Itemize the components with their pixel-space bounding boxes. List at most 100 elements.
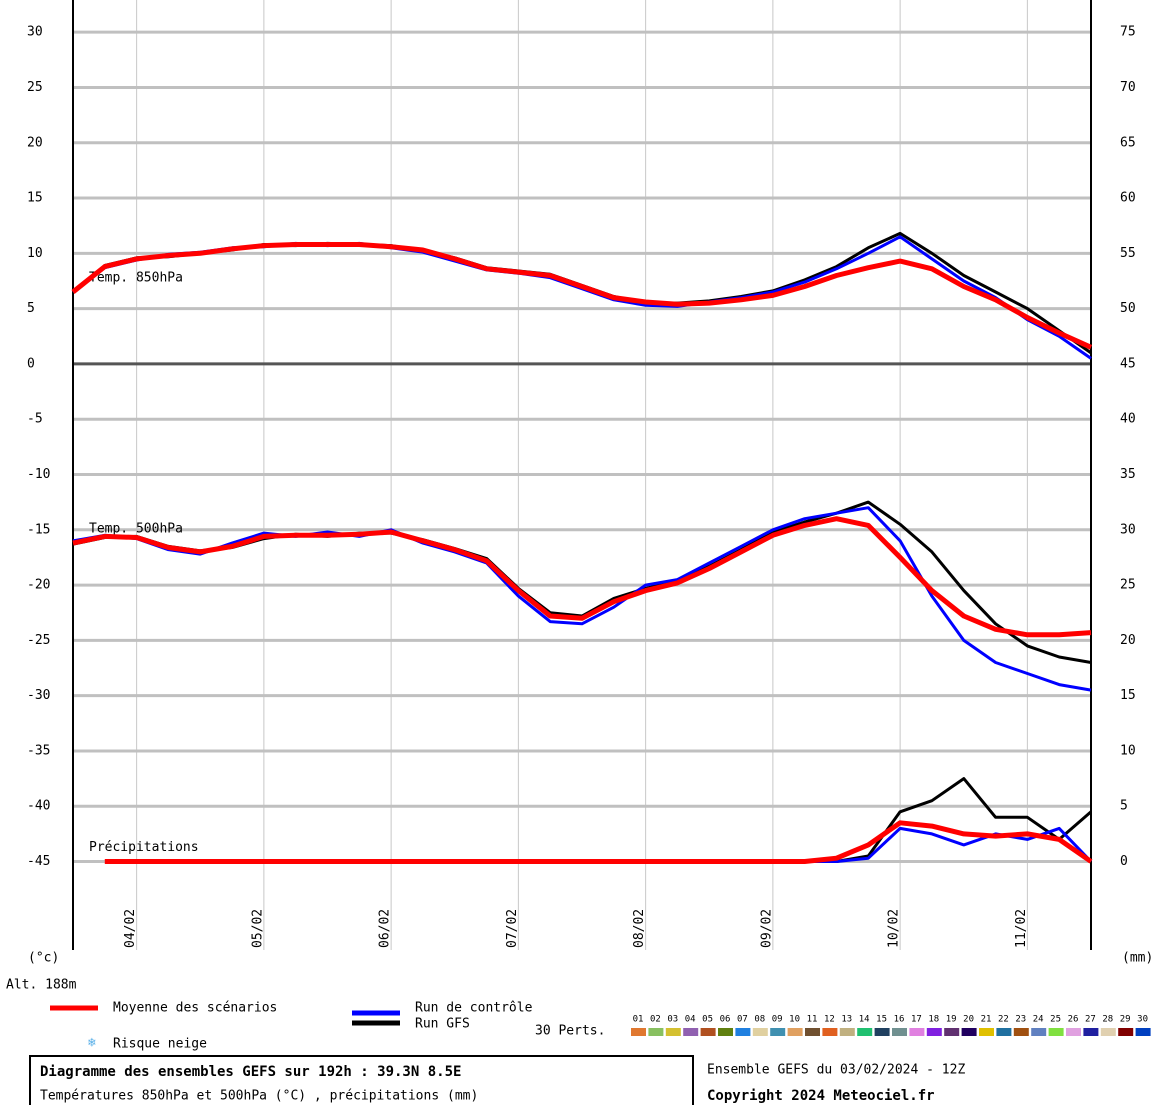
y-tick-label: 5	[27, 301, 35, 316]
series-line	[71, 242, 1093, 350]
pert-id: 13	[841, 1015, 852, 1025]
y-tick-label: -30	[27, 688, 50, 703]
legend-label: Run de contrôle	[415, 1001, 533, 1016]
x-tick-label: 07/02	[505, 909, 520, 948]
pert-id: 08	[754, 1015, 765, 1025]
y2-tick-label: 10	[1120, 743, 1136, 758]
pert-swatch	[1066, 1028, 1081, 1036]
pert-swatch	[683, 1028, 699, 1036]
pert-swatch	[944, 1028, 960, 1036]
pert-id: 15	[876, 1015, 887, 1025]
legend-label: Moyenne des scénarios	[113, 1001, 277, 1016]
y-tick-label: -35	[27, 743, 50, 758]
snow-icon: ❄	[87, 1036, 96, 1051]
y2-tick-label: 70	[1120, 80, 1136, 95]
pert-id: 19	[946, 1015, 957, 1025]
pert-swatch	[822, 1028, 838, 1036]
pert-swatch	[857, 1028, 873, 1036]
y-tick-label: 30	[27, 25, 43, 40]
y-tick-label: 20	[27, 135, 43, 150]
legend-label: Run GFS	[415, 1017, 470, 1032]
y2-tick-label: 75	[1120, 25, 1136, 40]
y-tick-label: 25	[27, 80, 43, 95]
pert-swatch	[1031, 1028, 1047, 1036]
pert-id: 02	[650, 1015, 661, 1025]
y-tick-label: 0	[27, 356, 35, 371]
y-tick-label: -45	[27, 854, 50, 869]
pert-id: 14	[859, 1015, 870, 1025]
pert-swatch	[996, 1028, 1012, 1036]
pert-swatch	[752, 1028, 768, 1036]
pert-id: 26	[1068, 1015, 1079, 1025]
pert-id: 20	[963, 1015, 974, 1025]
left-unit: (°c)	[28, 951, 59, 966]
y-tick-label: 10	[27, 246, 43, 261]
pert-swatch	[909, 1028, 925, 1036]
right-unit: (mm)	[1122, 951, 1153, 966]
pert-swatch	[648, 1028, 664, 1036]
x-tick-label: 04/02	[123, 909, 138, 948]
y2-tick-label: 30	[1120, 522, 1136, 537]
pert-id: 23	[1015, 1015, 1026, 1025]
pert-swatch	[770, 1028, 786, 1036]
y2-tick-label: 0	[1120, 854, 1128, 869]
y-tick-label: -25	[27, 633, 50, 648]
series-line	[72, 506, 1092, 692]
y2-tick-label: 50	[1120, 301, 1136, 316]
footer-title: Diagramme des ensembles GEFS sur 192h : …	[40, 1064, 461, 1080]
y2-tick-label: 15	[1120, 688, 1136, 703]
pert-swatch	[1083, 1028, 1099, 1036]
y2-tick-label: 60	[1120, 191, 1136, 206]
pert-id: 10	[789, 1015, 800, 1025]
series-line	[72, 500, 1092, 664]
pert-id: 25	[1050, 1015, 1061, 1025]
footer-subtitle: Températures 850hPa et 500hPa (°C) , pré…	[40, 1089, 478, 1104]
pert-id: 03	[667, 1015, 678, 1025]
pert-id: 24	[1033, 1015, 1044, 1025]
group-label: Temp. 850hPa	[89, 271, 183, 286]
y-tick-label: -10	[27, 467, 50, 482]
pert-swatch	[700, 1028, 716, 1036]
series-line	[72, 235, 1092, 360]
pert-swatch	[631, 1028, 646, 1036]
series-line	[550, 777, 1092, 863]
pert-id: 17	[911, 1015, 922, 1025]
pert-id: 28	[1102, 1015, 1113, 1025]
footer-box	[29, 1055, 694, 1105]
pert-id: 18	[928, 1015, 939, 1025]
y2-tick-label: 55	[1120, 246, 1136, 261]
pert-id: 30	[1137, 1015, 1148, 1025]
pert-swatch	[926, 1028, 942, 1036]
pert-id: 06	[720, 1015, 731, 1025]
x-tick-label: 09/02	[759, 909, 774, 948]
x-tick-label: 06/02	[378, 909, 393, 948]
pert-id: 29	[1120, 1015, 1131, 1025]
pert-swatch	[718, 1028, 733, 1036]
y2-tick-label: 35	[1120, 467, 1136, 482]
y-tick-label: 15	[27, 191, 43, 206]
copyright: Copyright 2024 Meteociel.fr	[707, 1088, 935, 1104]
pert-id: 04	[685, 1015, 696, 1025]
y2-tick-label: 20	[1120, 633, 1136, 648]
x-tick-label: 05/02	[250, 909, 265, 948]
pert-swatch	[1100, 1028, 1116, 1036]
pert-swatch	[874, 1028, 890, 1036]
pert-swatch	[892, 1028, 907, 1036]
y-tick-label: -5	[27, 412, 43, 427]
y-tick-label: -40	[27, 799, 50, 814]
pert-swatch	[1013, 1028, 1029, 1036]
pert-swatch	[805, 1028, 820, 1036]
perts-label: 30 Perts.	[535, 1024, 605, 1039]
series-line	[104, 820, 1093, 864]
pert-swatch	[735, 1028, 751, 1036]
pert-swatch	[665, 1028, 681, 1036]
y2-tick-label: 5	[1120, 799, 1128, 814]
pert-id: 09	[772, 1015, 783, 1025]
pert-id: 11	[807, 1015, 818, 1025]
group-label: Précipitations	[89, 840, 199, 855]
pert-swatch	[979, 1028, 994, 1036]
pert-swatch	[839, 1028, 855, 1036]
y2-tick-label: 40	[1120, 412, 1136, 427]
